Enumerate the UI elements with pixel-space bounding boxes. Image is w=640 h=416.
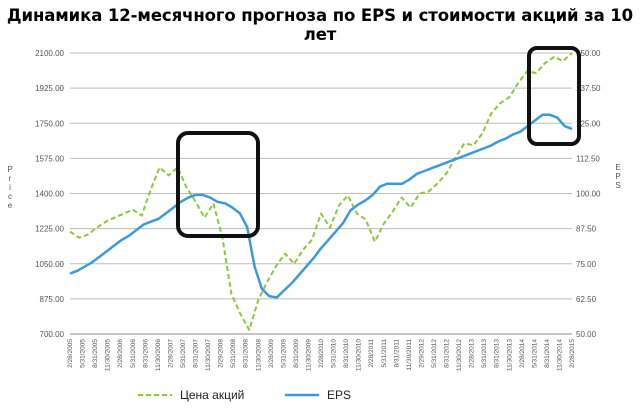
left-tick-label: 1225.00 [35, 225, 64, 234]
x-tick-label: 2/28/2009 [268, 339, 275, 368]
right-tick-label: 100.00 [576, 190, 601, 199]
x-tick-label: 8/31/2010 [343, 339, 350, 368]
x-tick-label: 2/28/2005 [67, 339, 74, 368]
x-tick-label: 5/31/2007 [180, 339, 187, 368]
highlight-box-2014-2015 [527, 46, 581, 146]
price-series-line [69, 52, 573, 331]
left-tick-label: 1925.00 [35, 84, 64, 93]
x-tick-label: 5/31/2011 [381, 339, 388, 368]
x-tick-label: 2/28/2014 [519, 339, 526, 368]
x-tick-label: 5/31/2012 [431, 339, 438, 368]
x-tick-label: 2/28/2006 [117, 339, 124, 368]
x-tick-label: 5/31/2013 [481, 339, 488, 368]
x-tick-label: 8/31/2012 [444, 339, 451, 368]
left-tick-label: 875.00 [40, 295, 65, 304]
left-axis-ticks: 700.00 875.00 1050.00 1225.00 1400.00 1575.00… [35, 49, 64, 339]
x-tick-label: 11/30/2010 [356, 339, 363, 371]
left-axis-label-char: r [9, 174, 12, 183]
x-tick-label: 2/28/2011 [368, 339, 375, 368]
x-axis-ticks: 2/28/2005 5/31/2005 8/31/2005 11/30/2005 2/2… [67, 339, 576, 371]
x-tick-label: 8/31/2007 [193, 339, 200, 368]
legend-eps-label: EPS [327, 388, 351, 402]
x-tick-label: 11/30/2009 [305, 339, 312, 371]
left-tick-label: 700.00 [40, 330, 65, 339]
highlight-layer [176, 46, 581, 238]
x-tick-label: 8/31/2013 [494, 339, 501, 368]
right-tick-label: 137.50 [576, 84, 601, 93]
x-tick-label: 11/30/2014 [556, 339, 563, 371]
eps-series-line [69, 113, 573, 299]
right-tick-label: 87.50 [576, 225, 597, 234]
x-tick-label: 2/28/2015 [569, 339, 576, 368]
x-tick-label: 11/30/2011 [406, 339, 413, 371]
legend: Цена акций EPS [138, 388, 351, 402]
left-tick-label: 1575.00 [35, 154, 64, 163]
x-tick-label: 11/30/2007 [205, 339, 212, 371]
x-tick-label: 8/31/2005 [92, 339, 99, 368]
left-axis-label-char: i [9, 183, 11, 192]
right-tick-label: 112.50 [576, 154, 600, 163]
x-tick-label: 8/31/2008 [243, 339, 250, 368]
x-tick-label: 2/28/2010 [318, 339, 325, 368]
left-tick-label: 2100.00 [35, 49, 64, 58]
x-tick-label: 2/28/2007 [167, 339, 174, 368]
x-tick-label: 11/30/2013 [506, 339, 513, 371]
grid-layer [70, 52, 572, 335]
x-tick-label: 2/28/2013 [469, 339, 476, 368]
right-axis-label-char: E [615, 163, 620, 172]
left-axis-label-char: P [7, 165, 12, 174]
right-axis-ticks: 50.00 62.50 75.00 87.50 100.00 112.50 125.00 13… [576, 49, 601, 339]
left-tick-label: 1750.00 [35, 119, 64, 128]
x-tick-label: 11/30/2006 [155, 339, 162, 371]
x-tick-label: 8/31/2009 [293, 339, 300, 368]
x-tick-label: 5/31/2009 [280, 339, 287, 368]
x-tick-label: 5/31/2006 [130, 339, 137, 368]
highlight-box-2007-2008 [176, 131, 260, 238]
x-tick-label: 5/31/2010 [331, 339, 338, 368]
left-tick-label: 1050.00 [35, 260, 64, 269]
x-tick-label: 11/30/2012 [456, 339, 463, 371]
left-axis-label-char: e [8, 201, 13, 210]
legend-price-label: Цена акций [180, 388, 244, 402]
right-tick-label: 125.00 [576, 119, 601, 128]
series-layer [69, 52, 573, 331]
x-tick-label: 5/31/2005 [80, 339, 87, 368]
x-tick-label: 5/31/2014 [531, 339, 538, 368]
left-axis-label-char: c [8, 192, 12, 201]
right-tick-label: 150.00 [576, 49, 601, 58]
right-axis-label-char: P [615, 172, 620, 181]
x-tick-label: 8/31/2011 [393, 339, 400, 368]
x-tick-label: 5/31/2008 [230, 339, 237, 368]
x-tick-label: 2/29/2008 [218, 339, 225, 368]
x-tick-label: 8/31/2006 [142, 339, 149, 368]
x-tick-label: 11/30/2008 [255, 339, 262, 371]
x-tick-label: 11/30/2005 [105, 339, 112, 371]
right-tick-label: 50.00 [576, 330, 597, 339]
x-tick-label: 2/29/2012 [418, 339, 425, 368]
right-axis-label-char: S [615, 181, 620, 190]
chart-title: Динамика 12-месячного прогноза по EPS и … [6, 6, 634, 44]
right-tick-label: 62.50 [576, 295, 597, 304]
right-tick-label: 75.00 [576, 260, 597, 269]
left-tick-label: 1400.00 [35, 190, 64, 199]
x-tick-label: 8/31/2014 [544, 339, 551, 368]
